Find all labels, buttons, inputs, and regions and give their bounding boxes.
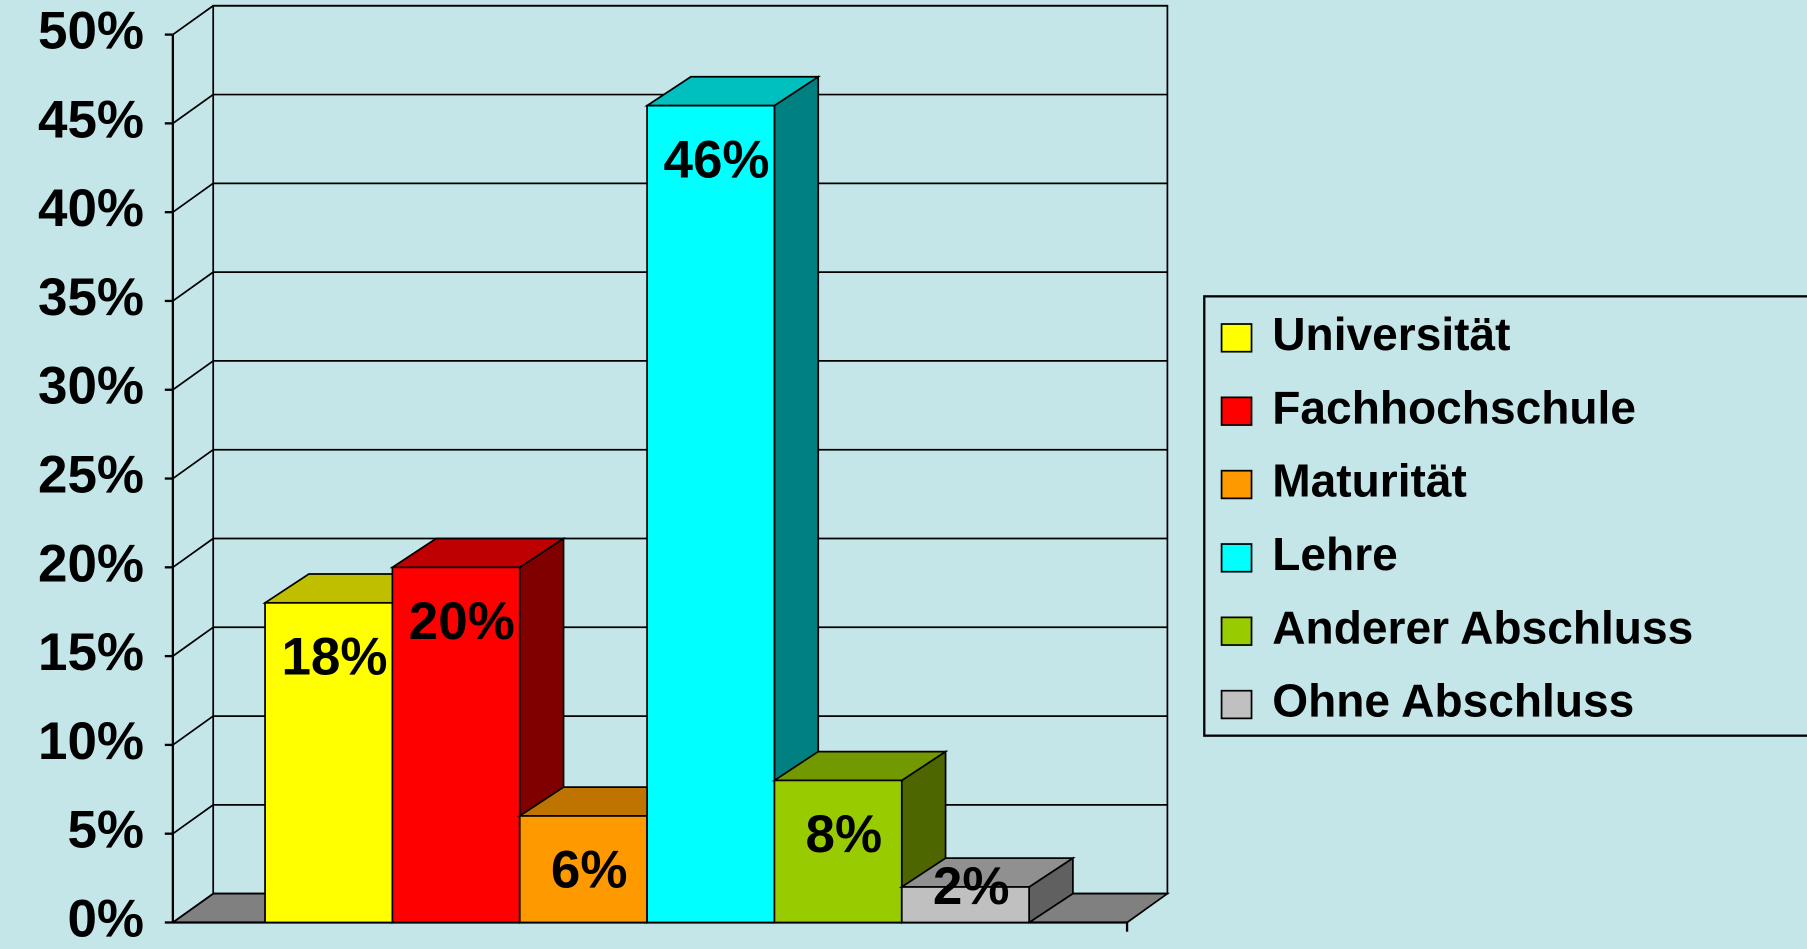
value-label: 18% bbox=[281, 627, 387, 686]
bar-front bbox=[518, 815, 648, 924]
grid-line-side bbox=[172, 892, 214, 924]
grid-line-side bbox=[172, 93, 214, 125]
y-tick-label: 50% bbox=[38, 2, 144, 61]
legend-label: Universität bbox=[1272, 308, 1510, 360]
legend-swatch bbox=[1220, 396, 1253, 426]
legend-swatch bbox=[1220, 323, 1253, 353]
y-tick-label: 5% bbox=[67, 801, 144, 860]
y-tick-label: 10% bbox=[38, 712, 144, 771]
y-tick-label: 20% bbox=[38, 534, 144, 593]
bar bbox=[644, 75, 822, 925]
legend-label: Fachhochschule bbox=[1272, 381, 1636, 433]
value-label: 8% bbox=[806, 805, 883, 864]
grid-line-side bbox=[172, 182, 214, 213]
bar-front bbox=[264, 601, 394, 924]
grid-line-side bbox=[172, 537, 214, 569]
bar-front bbox=[646, 104, 776, 924]
value-label: 2% bbox=[933, 857, 1010, 916]
value-label: 6% bbox=[551, 841, 628, 900]
value-label: 46% bbox=[663, 130, 769, 189]
y-tick-label: 0% bbox=[67, 889, 144, 948]
y-tick-label: 30% bbox=[38, 357, 144, 416]
grid-line-side bbox=[172, 271, 214, 302]
legend-box bbox=[1203, 295, 1807, 737]
legend-swatch bbox=[1220, 689, 1253, 720]
legend-swatch bbox=[1220, 469, 1253, 500]
bar bbox=[898, 856, 1076, 925]
bar-front bbox=[391, 566, 521, 924]
bar-front bbox=[773, 779, 903, 924]
value-label: 20% bbox=[409, 592, 515, 651]
grid-line-side bbox=[172, 5, 214, 36]
legend-label: Lehre bbox=[1272, 528, 1398, 580]
grid-line-side bbox=[172, 360, 214, 391]
legend-label: Anderer Abschluss bbox=[1272, 601, 1693, 653]
bar-front bbox=[900, 886, 1030, 924]
grid-line-side bbox=[172, 715, 214, 746]
y-tick-label: 40% bbox=[38, 179, 144, 238]
legend-swatch bbox=[1220, 543, 1253, 573]
y-tick-label: 25% bbox=[38, 446, 144, 505]
grid-line-side bbox=[172, 804, 214, 835]
grid-line-side bbox=[172, 449, 214, 480]
y-tick-label: 15% bbox=[38, 623, 144, 682]
legend-label: Maturität bbox=[1272, 455, 1467, 507]
legend-swatch bbox=[1220, 616, 1253, 646]
grid-line-side bbox=[172, 626, 214, 657]
y-tick-label: 45% bbox=[38, 90, 144, 149]
y-tick-label: 35% bbox=[38, 268, 144, 327]
legend-label: Ohne Abschluss bbox=[1272, 675, 1634, 727]
